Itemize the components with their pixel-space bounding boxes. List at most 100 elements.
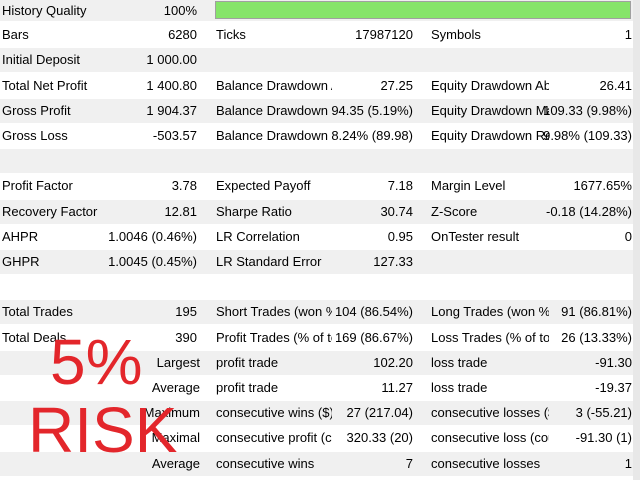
row-value: 0.95 (387, 228, 413, 244)
row-label: Initial Deposit (2, 52, 81, 68)
row-value: 3 (-55.21) (575, 405, 632, 421)
report-row: Initial Deposit 1 000.00 (0, 48, 633, 73)
row-value: 195 (175, 304, 197, 320)
row-label: Ticks (216, 27, 246, 43)
row-label: Profit Trades (% of tot... (216, 329, 332, 345)
overlay-text: RISK (28, 394, 178, 466)
row-value: 127.33 (373, 254, 413, 269)
report-row: Largest profit trade 102.20 loss trade -91.3… (0, 350, 633, 375)
row-label: Expected Payoff (216, 178, 311, 194)
report-row: Maximum consecutive wins ($) 27 (217.04) co… (0, 401, 633, 426)
row-label: Total Net Profit (2, 77, 88, 93)
row-label: Total Deals (2, 329, 67, 345)
row-label: Gross Loss (2, 128, 68, 143)
row-value: 1 (624, 27, 632, 43)
row-label: Short Trades (won %) (216, 304, 332, 320)
row-value: 1.0046 (0.46%) (108, 228, 197, 244)
row-label: Margin Level (431, 178, 506, 194)
row-value: -503.57 (152, 128, 197, 143)
row-label: Balance Drawdown R... (216, 128, 332, 143)
report-row: GHPR 1.0045 (0.45%) LR Standard Error 127.3… (0, 250, 633, 274)
row-label: GHPR (2, 254, 40, 269)
row-value: 27.25 (380, 77, 413, 93)
row-value: 1 904.37 (146, 102, 197, 118)
row-value: 30.74 (380, 203, 413, 219)
row-label: Equity Drawdown Ma... (431, 102, 549, 118)
row-value: -91.30 (595, 354, 632, 370)
row-value: 169 (86.67%) (334, 329, 413, 345)
row-label: Average (151, 455, 200, 471)
report-row: Gross Profit 1 904.37 Balance Drawdown M..… (0, 98, 633, 123)
row-value: 8.24% (89.98) (331, 128, 413, 143)
row-label: Equity Drawdown Rel... (431, 128, 549, 143)
report-row: History Quality 100% (0, 0, 633, 21)
row-label: Recovery Factor (2, 203, 98, 219)
row-value: 320.33 (20) (346, 430, 414, 446)
report-row: Total Trades 195 Short Trades (won %) 104 (… (0, 300, 633, 325)
report-row: Gross Loss -503.57 Balance Drawdown R...8.… (0, 124, 633, 148)
report-row (0, 275, 633, 299)
row-label: Maximal (151, 430, 200, 446)
report-row: Recovery Factor 12.81 Sharpe Ratio 30.74 Z-S… (0, 199, 633, 224)
report-row: AHPR 1.0046 (0.46%) LR Correlation 0.95 OnTe… (0, 225, 633, 249)
row-value: -19.37 (595, 380, 632, 395)
row-label: Total Trades (2, 304, 73, 320)
report-row: Total Net Profit 1 400.80 Balance Drawdown… (0, 74, 633, 98)
row-label: Average (151, 380, 200, 395)
row-label: AHPR (2, 228, 39, 244)
row-value: 12.81 (164, 203, 197, 219)
row-label: History Quality (2, 3, 87, 18)
row-label: consecutive wins (216, 455, 315, 471)
row-value: 100% (163, 3, 197, 18)
row-label: Loss Trades (% of total) (431, 329, 549, 345)
row-value: 1 000.00 (146, 52, 197, 68)
row-value: 9.98% (109.33) (543, 128, 632, 143)
row-value: 6280 (168, 27, 197, 43)
row-value: 26.41 (599, 77, 632, 93)
row-label: Profit Factor (2, 178, 73, 194)
report-row: Total Deals 390 Profit Trades (% of tot...… (0, 326, 633, 350)
row-value: 0 (624, 228, 632, 244)
row-label: Balance Drawdown M... (216, 102, 332, 118)
row-value: 11.27 (381, 380, 413, 395)
quality-bar (215, 1, 631, 19)
row-label: profit trade (216, 380, 279, 395)
row-label: OnTester result (431, 228, 520, 244)
row-value: -91.30 (1) (575, 430, 632, 446)
row-label: Largest (156, 354, 200, 370)
row-value: 1 400.80 (146, 77, 197, 93)
overlay-text: 5% (50, 326, 143, 398)
row-value: 390 (175, 329, 197, 345)
report-row: Average consecutive wins 7 consecutive loss… (0, 451, 633, 476)
scrollbar[interactable] (633, 0, 640, 480)
row-label: consecutive losses (431, 455, 541, 471)
row-label: consecutive profit (co... (216, 430, 332, 446)
row-value: 104 (86.54%) (334, 304, 413, 320)
row-label: consecutive wins ($) (216, 405, 332, 421)
row-value: 1677.65% (573, 178, 632, 194)
row-value: 17987120 (355, 27, 413, 43)
row-label: Symbols (431, 27, 481, 43)
row-value: 109.33 (9.98%) (543, 102, 632, 118)
row-label: LR Standard Error (216, 254, 322, 269)
row-value: 1.0045 (0.45%) (108, 254, 197, 269)
row-label: loss trade (431, 354, 488, 370)
row-label: Sharpe Ratio (216, 203, 292, 219)
row-value: 27 (217.04) (346, 405, 414, 421)
row-value: 102.20 (373, 354, 413, 370)
report-row: Bars 6280 Ticks 17987120 Symbols 1 (0, 23, 633, 47)
row-label: Long Trades (won %) (431, 304, 549, 320)
row-label: Gross Profit (2, 102, 71, 118)
row-label: loss trade (431, 380, 488, 395)
row-value: 7 (405, 455, 413, 471)
report-row: Maximal consecutive profit (co... 320.33 (… (0, 426, 633, 450)
row-label: Z-Score (431, 203, 478, 219)
row-label: consecutive loss (cou... (431, 430, 549, 446)
row-value: -0.18 (14.28%) (546, 203, 632, 219)
report-row (0, 149, 633, 174)
row-label: Equity Drawdown Ab... (431, 77, 549, 93)
row-value: 91 (86.81%) (561, 304, 632, 320)
row-label: Balance Drawdown A... (216, 77, 332, 93)
row-label: consecutive losses ($) (431, 405, 549, 421)
row-value: 94.35 (5.19%) (331, 102, 413, 118)
